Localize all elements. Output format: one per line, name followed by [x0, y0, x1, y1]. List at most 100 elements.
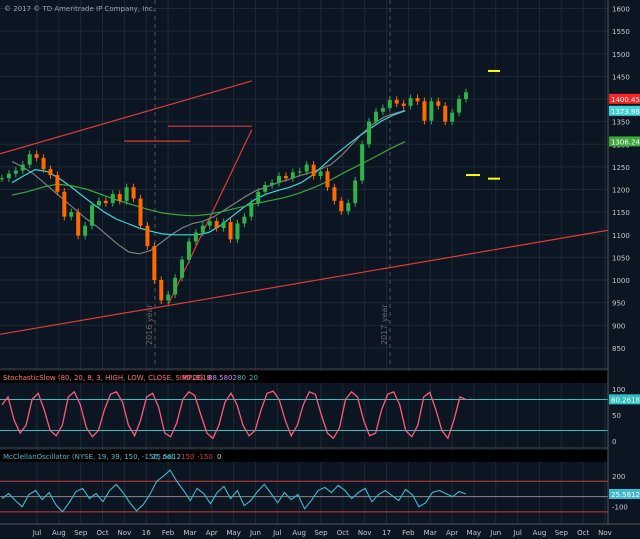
price-candle-body — [256, 191, 261, 204]
price-candle-body — [124, 187, 129, 201]
price-candle-body — [83, 225, 88, 236]
time-tick-label: Aug — [292, 529, 306, 537]
stochastic-panel: StochasticSlow (80, 20, 8, 3, HIGH, LOW,… — [0, 371, 640, 446]
price-tick-label: 950 — [612, 300, 625, 308]
time-tick-label: May — [226, 529, 240, 537]
time-tick-label: Jul — [512, 529, 522, 537]
price-tick-label: 1550 — [612, 28, 630, 36]
trendline — [0, 80, 252, 155]
price-label-box — [609, 93, 640, 104]
price-candle-body — [373, 111, 378, 122]
mcclellan-level-high: 150 — [181, 453, 194, 461]
price-candle-body — [193, 232, 198, 242]
price-candle-body — [353, 180, 358, 204]
price-candle-body — [311, 164, 316, 176]
mcclellan-level-zero: 0 — [217, 453, 221, 461]
price-candle-body — [380, 108, 385, 112]
price-candle-body — [290, 172, 295, 179]
price-candle-body — [443, 105, 448, 122]
time-tick-label: Apr — [206, 529, 218, 537]
price-candle-body — [152, 246, 157, 281]
stochastic-label-box — [609, 394, 640, 405]
time-tick-label: May — [467, 529, 481, 537]
time-tick-label: Sep — [74, 529, 88, 537]
time-tick-label: Jul — [32, 529, 42, 537]
time-tick-label: Feb — [402, 529, 415, 537]
stochastic-axis: 0 50 100 80.2618 — [609, 386, 640, 446]
stochastic-tick-label: 50 — [612, 412, 621, 420]
price-label-box — [609, 136, 640, 147]
price-tick-label: 1100 — [612, 232, 630, 240]
trendlines — [0, 80, 609, 335]
mcclellan-header-bg — [0, 450, 608, 462]
mcclellan-value: 25.5812 — [152, 453, 181, 461]
price-candle-body — [277, 175, 282, 183]
price-candle-body — [346, 203, 351, 212]
price-candle-body — [90, 205, 95, 226]
price-candle-body — [173, 277, 178, 295]
price-candle-body — [450, 112, 455, 122]
price-candle-body — [387, 99, 392, 109]
time-tick-label: Jun — [249, 529, 261, 537]
price-candle-body — [235, 223, 240, 240]
time-tick-label: Oct — [337, 529, 349, 537]
price-candle-body — [131, 187, 136, 199]
price-label-text: 1306.24 — [611, 138, 640, 146]
year-label-2016: 2016 year — [145, 304, 154, 345]
mcclellan-axis: -100 200 25.5812 — [609, 473, 640, 512]
price-candle-body — [48, 169, 53, 176]
price-candle-body — [34, 154, 39, 158]
price-candle-body — [27, 154, 32, 165]
trendline — [0, 229, 609, 335]
time-tick-label: Oct — [577, 529, 589, 537]
moving-averages — [11, 109, 406, 255]
price-tick-label: 850 — [612, 345, 625, 353]
price-label-text: 1400.45 — [611, 96, 640, 104]
price-panel: 2016 year 2017 year 85090095010001050110… — [0, 0, 640, 524]
mcclellan-tick-label: -100 — [612, 504, 628, 512]
time-tick-label: Sep — [314, 529, 328, 537]
price-candle-body — [214, 221, 219, 228]
price-candle-body — [325, 171, 330, 188]
price-candle-body — [394, 99, 399, 104]
year-label-2017: 2017 year — [380, 304, 389, 345]
price-candle-body — [304, 164, 309, 172]
price-candle-body — [145, 225, 150, 247]
price-candle-body — [228, 222, 233, 240]
price-tick-label: 1500 — [612, 51, 630, 59]
time-tick-label: 17 — [382, 529, 391, 537]
mcclellan-title: McClellanOscillator (NYSE, 19, 39, 150, … — [3, 453, 174, 461]
price-candle-body — [13, 170, 18, 174]
mcclellan-line — [1, 469, 467, 513]
time-tick-label: Apr — [446, 529, 458, 537]
price-targets — [466, 69, 500, 180]
price-candle-body — [318, 171, 323, 176]
time-tick-label: Mar — [424, 529, 437, 537]
price-tick-label: 1200 — [612, 187, 630, 195]
price-candle-body — [62, 191, 67, 217]
price-candle-body — [96, 200, 101, 206]
price-tick-label: 1150 — [612, 209, 630, 217]
price-candle-body — [457, 99, 462, 113]
time-axis: Jul Aug Sep Oct Nov 16 Feb Mar Apr May Jun Jul Aug Se… — [32, 529, 612, 537]
mcclellan-grid — [0, 480, 608, 513]
stochastic-label-text: 80.2618 — [611, 396, 640, 404]
moving-average-line — [11, 110, 406, 236]
price-label-text: 1373.96 — [611, 108, 640, 116]
price-candle-body — [242, 216, 247, 224]
time-tick-label: Aug — [533, 529, 547, 537]
time-tick-label: Mar — [183, 529, 196, 537]
stochastic-level-over: 80 — [237, 374, 246, 382]
time-tick-label: Jul — [272, 529, 282, 537]
price-candle-body — [283, 175, 288, 179]
moving-average-line — [11, 141, 406, 217]
stochastic-tick-label: 0 — [612, 438, 616, 446]
price-candle-body — [166, 294, 171, 301]
price-candle-body — [436, 101, 441, 106]
stochastic-value-k: 80.2618 — [182, 374, 211, 382]
stochastic-level-under: 20 — [249, 374, 258, 382]
price-tick-label: 1450 — [612, 73, 630, 81]
time-tick-label: Sep — [555, 529, 569, 537]
price-candle-body — [415, 98, 420, 102]
